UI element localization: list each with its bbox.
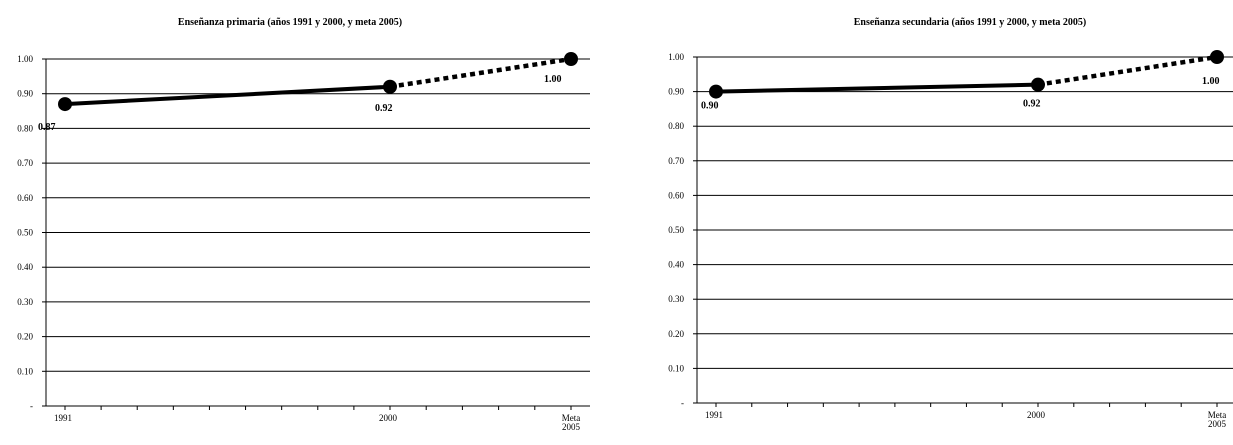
y-tick-label: 0.70 <box>17 158 33 168</box>
x-tick-label: 2000 <box>379 413 398 423</box>
y-tick-label: 0.40 <box>17 262 33 272</box>
data-label: 0.87 <box>38 122 56 133</box>
y-tick-label: 0.60 <box>668 190 684 200</box>
y-tick-label: 0.80 <box>17 123 33 133</box>
y-tick-label: 0.40 <box>668 260 684 270</box>
series-line-actual <box>715 82 1039 94</box>
y-tick-label: 0.30 <box>17 297 33 307</box>
y-tick-label: 1.00 <box>17 54 33 64</box>
data-label: 0.92 <box>375 103 393 114</box>
y-tick-label: 0.20 <box>17 332 33 342</box>
series-line-target <box>389 56 572 89</box>
x-tick-label: Meta <box>562 413 581 423</box>
data-point <box>58 97 72 112</box>
chart-panel-1: Enseñanza primaria (años 1991 y 2000, y … <box>17 17 590 432</box>
y-tick-label: - <box>30 401 33 411</box>
chart-title: Enseñanza primaria (años 1991 y 2000, y … <box>178 17 402 28</box>
y-tick-label: 0.50 <box>17 228 33 238</box>
y-tick-label: 0.80 <box>668 121 684 131</box>
series-line-target <box>1037 54 1218 87</box>
y-tick-label: - <box>681 398 684 408</box>
data-label: 0.90 <box>701 101 719 112</box>
data-point <box>383 79 397 94</box>
y-tick-label: 0.10 <box>17 366 33 376</box>
y-tick-label: 0.10 <box>668 363 684 373</box>
x-tick-label: 2005 <box>562 422 581 432</box>
x-tick-label: Meta <box>1208 410 1227 420</box>
data-label: 1.00 <box>1202 76 1220 87</box>
y-tick-label: 0.90 <box>668 87 684 97</box>
x-tick-label: 2000 <box>1027 410 1046 420</box>
y-tick-label: 0.50 <box>668 225 684 235</box>
y-tick-label: 0.70 <box>668 156 684 166</box>
x-tick-label: 1991 <box>705 410 723 420</box>
y-tick-label: 0.20 <box>668 329 684 339</box>
chart-title: Enseñanza secundaria (años 1991 y 2000, … <box>854 17 1087 28</box>
data-label: 0.92 <box>1023 99 1041 110</box>
data-point <box>1031 77 1045 92</box>
chart-panel-2: Enseñanza secundaria (años 1991 y 2000, … <box>668 17 1233 429</box>
series-line-actual <box>64 84 391 107</box>
y-tick-label: 1.00 <box>668 52 684 62</box>
y-tick-label: 0.30 <box>668 294 684 304</box>
x-tick-label: 1991 <box>54 413 72 423</box>
y-tick-label: 0.90 <box>17 89 33 99</box>
data-point <box>1210 50 1224 64</box>
data-point <box>709 84 723 99</box>
data-point <box>564 52 578 66</box>
data-label: 1.00 <box>544 74 562 85</box>
x-tick-label: 2005 <box>1208 419 1227 429</box>
y-tick-label: 0.60 <box>17 193 33 203</box>
